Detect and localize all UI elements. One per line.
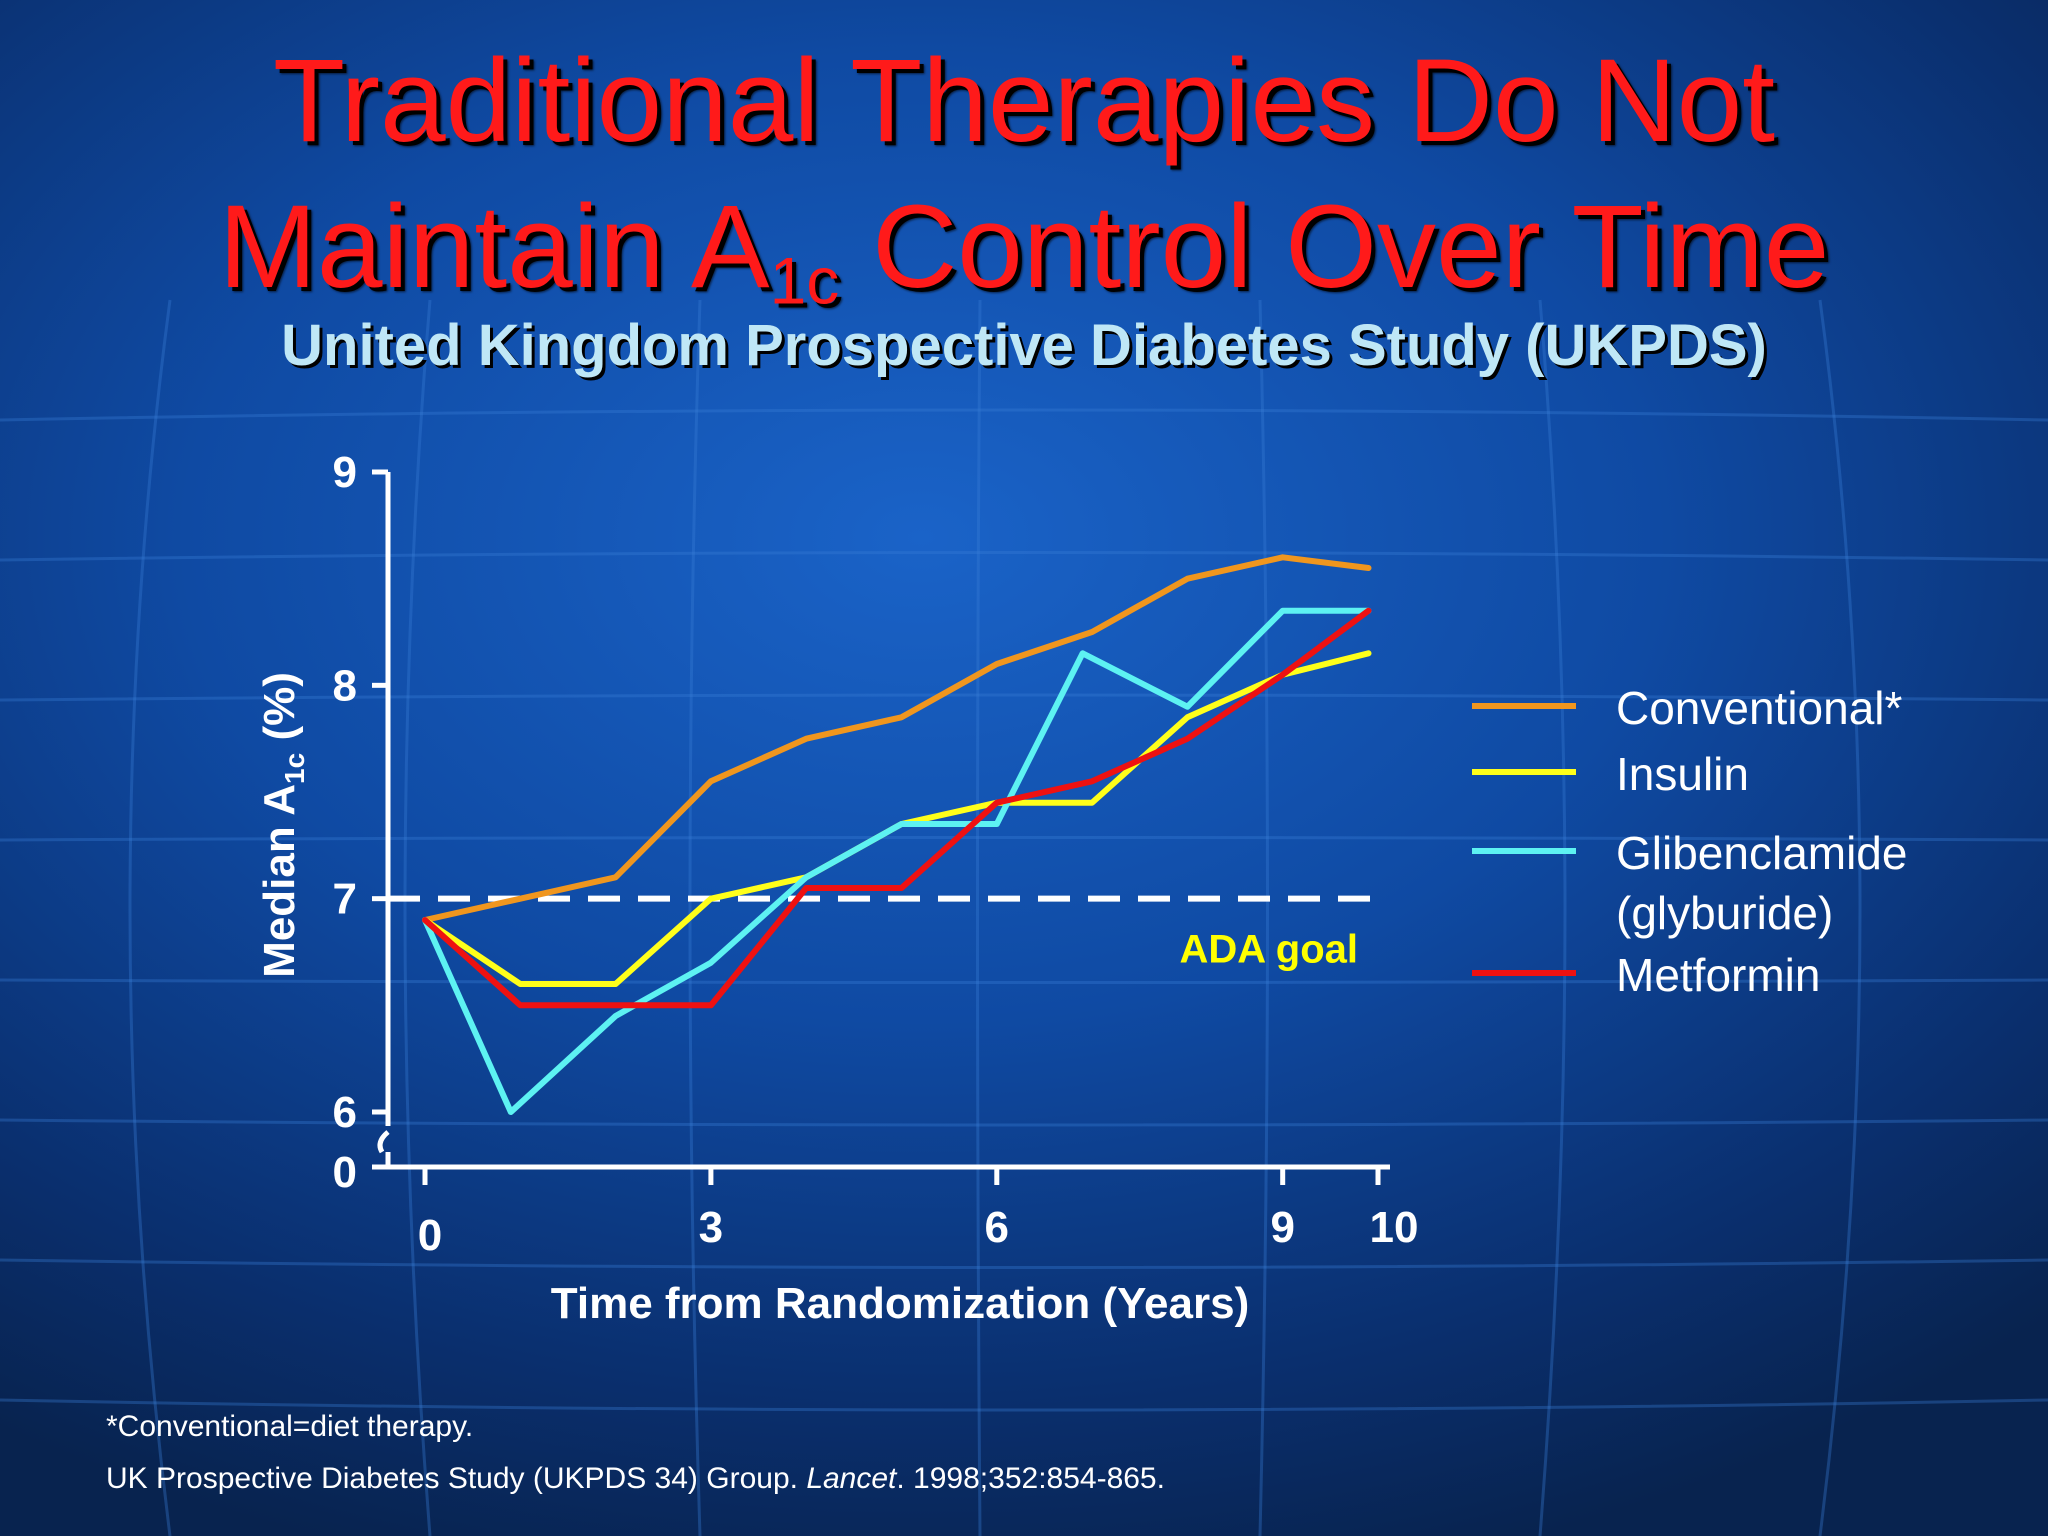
series-group [422,554,1372,1115]
x-tick-label-9: 9 [1270,1203,1294,1252]
citation-journal: Lancet [806,1462,897,1495]
footnote: *Conventional=diet therapy. [106,1410,474,1443]
title-line2-subscript: 1c [769,243,840,318]
title-line1-text: Traditional Therapies Do Not [273,35,1775,167]
legend-label-conventional: Conventional* [1616,682,1903,734]
y-tick-label-8: 8 [333,661,357,710]
legend-label-glibenclamide: Glibenclamide [1616,827,1907,879]
series-line-conventional [422,554,1372,923]
y-axis-title-pre: Median A [255,784,304,978]
y-axis-title-post: (%) [255,672,304,753]
y-axis-break [377,1130,390,1154]
ada-goal-label: ADA goal [1179,928,1358,972]
y-tick-label-9: 9 [333,448,357,497]
y-tick-label-0: 0 [333,1148,357,1197]
y-tick-label-7: 7 [333,875,357,924]
title-line2-post: Control Over Time [839,181,1830,313]
slide-title-line-1: Traditional Therapies Do Not [0,42,2048,160]
slide-title-line-2: Maintain A1c Control Over Time [0,188,2048,314]
y-tick-label-6: 6 [333,1088,357,1137]
citation: UK Prospective Diabetes Study (UKPDS 34)… [106,1462,1165,1496]
legend-label-metformin: Metformin [1616,949,1820,1001]
x-tick-label-10: 10 [1370,1203,1419,1252]
x-tick-label-6: 6 [985,1203,1009,1252]
series-line-glibenclamide [422,607,1372,1115]
y-axis-title-subscript: 1c [279,753,310,784]
chart-axes: 9 8 7 6 0 0 3 6 9 10 [333,448,1419,1260]
x-tick-label-0: 0 [418,1211,442,1260]
citation-pre: UK Prospective Diabetes Study (UKPDS 34)… [106,1462,807,1495]
title-line2-pre: Maintain A [218,181,770,313]
slide-subtitle: United Kingdom Prospective Diabetes Stud… [281,313,1767,378]
legend-label-insulin: Insulin [1616,748,1749,800]
citation-post: . 1998;352:854-865. [896,1462,1165,1495]
series-line-metformin [422,607,1372,1009]
x-axis-title: Time from Randomization (Years) [551,1279,1249,1328]
y-axis-title: Median A1c (%) [255,672,310,978]
legend-label-glibenclamide-line2: (glyburide) [1616,887,1833,939]
legend: Conventional* Insulin Glibenclamide (glybur… [1472,682,1907,1001]
x-tick-label-3: 3 [699,1203,723,1252]
reference-line-group: ADA goal [388,895,1380,972]
